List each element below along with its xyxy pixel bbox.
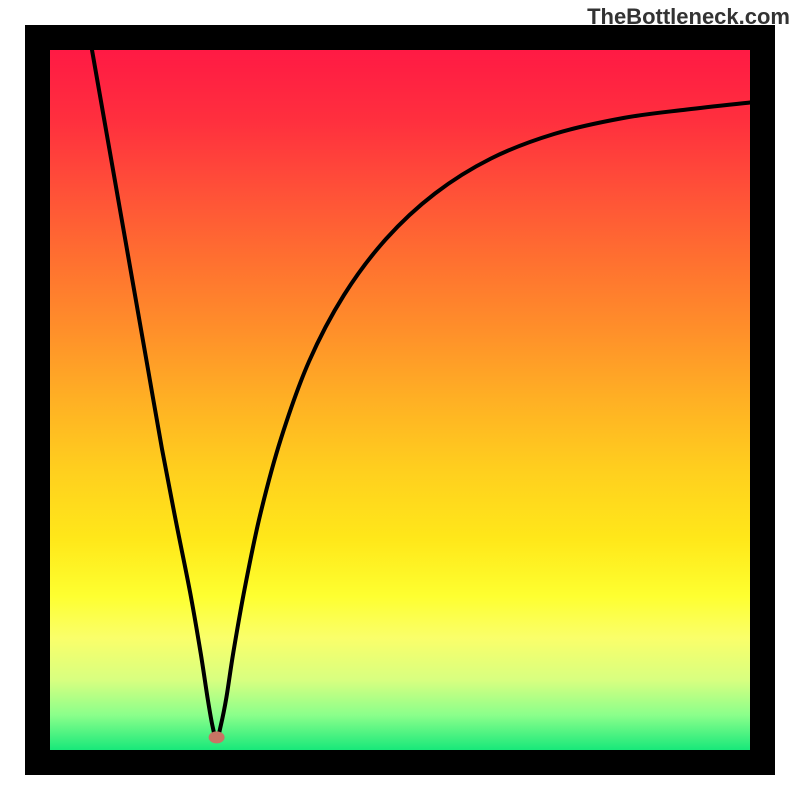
chart-stage: TheBottleneck.com [0, 0, 800, 800]
plot-border [25, 25, 775, 775]
branding-text: TheBottleneck.com [587, 4, 790, 30]
